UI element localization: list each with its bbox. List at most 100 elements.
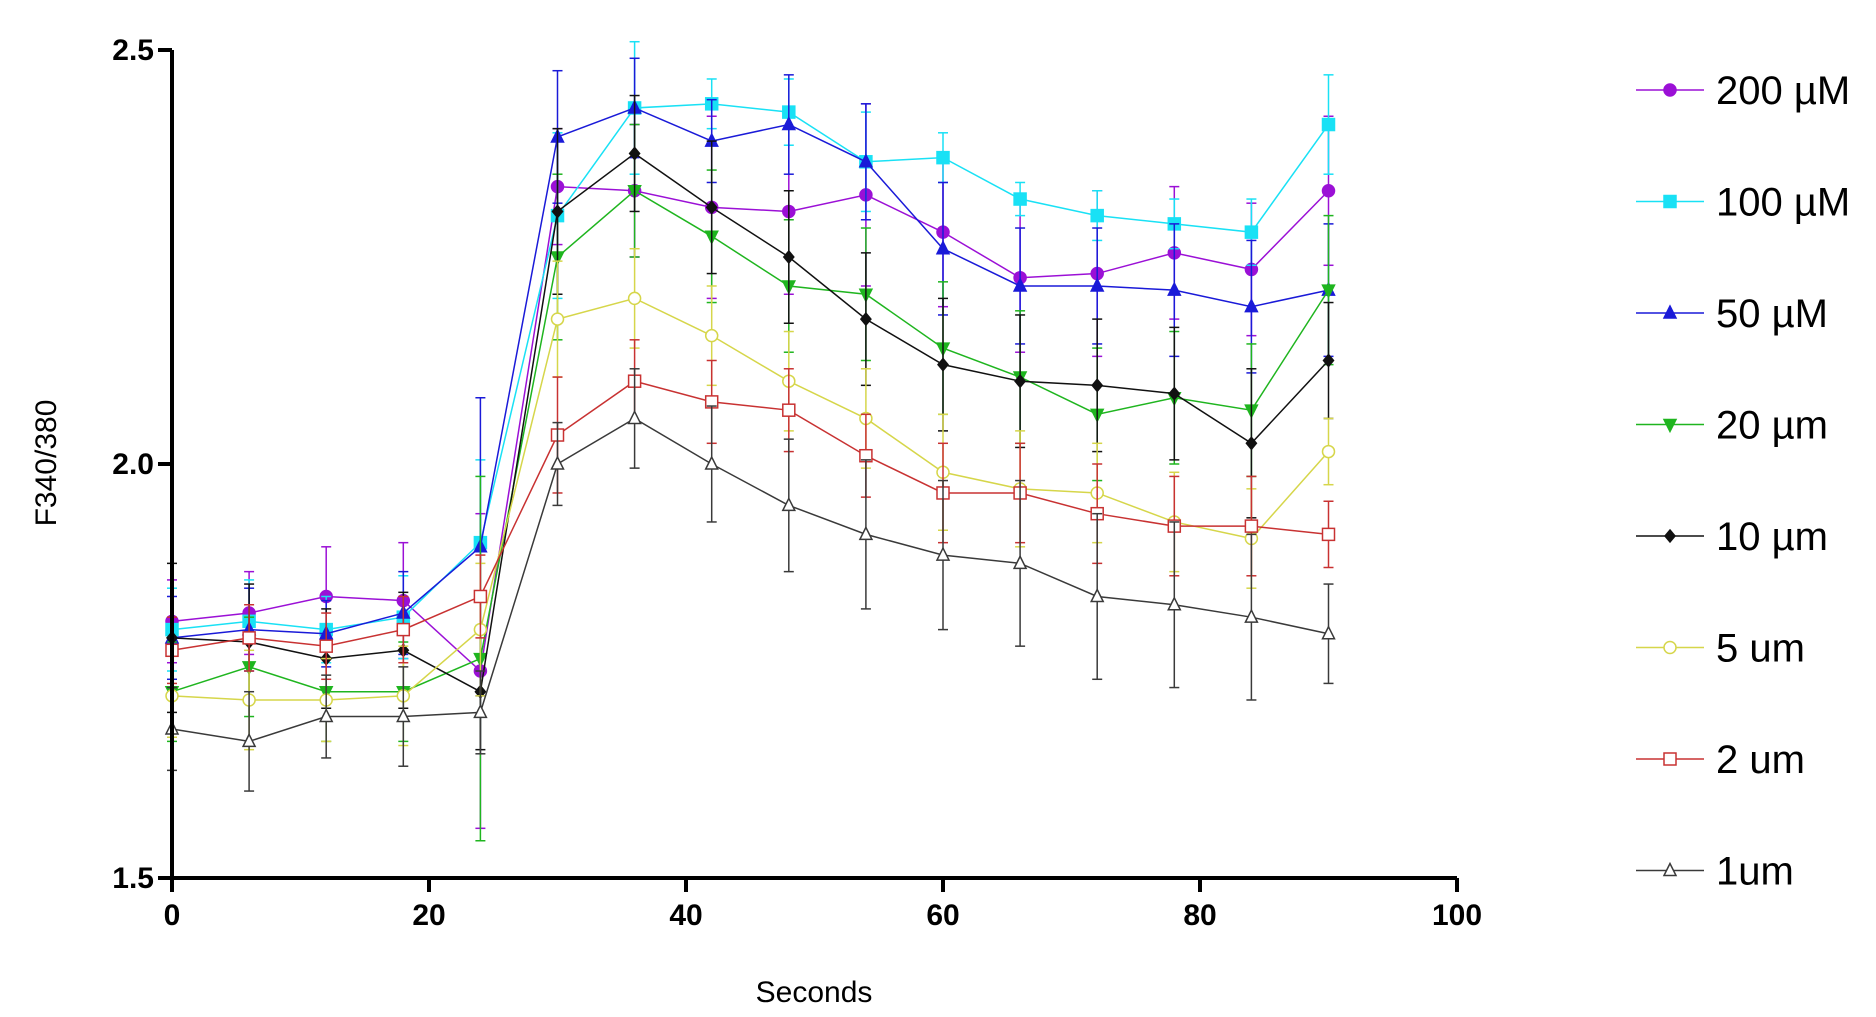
- series-10-um: [166, 94, 1335, 751]
- ticks: 0 20 40 60 80 100 1.5 2.0 2.5: [112, 34, 1482, 932]
- legend-label: 2 um: [1716, 738, 1805, 782]
- legend-label: 1um: [1716, 850, 1794, 894]
- data-point: [781, 115, 797, 131]
- series-5-um: [165, 247, 1336, 751]
- series-line-20-um: [171, 189, 1330, 693]
- legend-label: 200 µM: [1716, 69, 1850, 113]
- series-line-10-um: [171, 152, 1330, 693]
- x-tick-label: 0: [164, 899, 181, 932]
- data-point: [241, 732, 257, 748]
- y-axis-title: F340/380: [30, 400, 63, 527]
- data-point: [1014, 374, 1027, 389]
- data-point: [1244, 298, 1259, 313]
- series-50-um: [164, 57, 1336, 697]
- data-point: [704, 455, 719, 470]
- data-point: [782, 403, 796, 417]
- data-point: [1321, 527, 1336, 542]
- data-point: [396, 707, 411, 723]
- legend-label: 20 µm: [1716, 404, 1828, 448]
- legend-marker: [1663, 752, 1677, 766]
- data-point: [1090, 208, 1104, 223]
- data-point: [1244, 608, 1259, 623]
- data-point: [1322, 353, 1335, 368]
- data-point: [859, 311, 872, 327]
- data-point: [1089, 587, 1105, 603]
- series-line-200-um: [171, 185, 1330, 673]
- data-point: [937, 357, 949, 372]
- data-point: [1244, 225, 1259, 239]
- data-point: [550, 312, 565, 326]
- data-point: [396, 622, 411, 637]
- y-tick-label: 2.5: [112, 34, 154, 67]
- data-point: [781, 496, 797, 512]
- plot-area: [164, 40, 1336, 842]
- series-1um: [164, 368, 1336, 792]
- series-200-um: [165, 103, 1336, 830]
- data-point: [1321, 625, 1336, 640]
- x-tick-label: 80: [1183, 899, 1216, 932]
- data-point: [550, 455, 565, 470]
- series-line-50-um: [171, 107, 1329, 639]
- data-point: [1091, 378, 1104, 393]
- legend-label: 10 µm: [1716, 515, 1828, 559]
- data-point: [1167, 281, 1182, 296]
- legend-marker: [1662, 304, 1678, 319]
- data-point: [242, 631, 256, 645]
- data-point: [473, 589, 488, 604]
- data-point: [935, 240, 951, 255]
- data-point: [1321, 444, 1336, 459]
- legend-item-50-um: 50 µM: [1636, 292, 1828, 336]
- legend-item-100-um: 100 µM: [1636, 181, 1850, 225]
- data-point: [1321, 184, 1336, 198]
- data-point: [319, 639, 333, 653]
- legend-item-5-um: 5 um: [1636, 627, 1805, 671]
- data-point: [473, 703, 488, 719]
- x-axis-title: Seconds: [756, 976, 873, 1009]
- x-tick-label: 40: [669, 899, 702, 932]
- data-point: [1244, 519, 1259, 533]
- legend-marker: [1662, 861, 1678, 877]
- y-tick-label: 1.5: [112, 862, 154, 895]
- series-line-1um: [171, 417, 1329, 743]
- data-point: [1168, 386, 1181, 401]
- data-point: [936, 150, 950, 165]
- data-point: [1012, 277, 1028, 292]
- series-line-100-um: [171, 103, 1330, 631]
- data-point: [1321, 284, 1336, 299]
- legend-label: 50 µM: [1716, 292, 1828, 336]
- data-point: [551, 204, 564, 219]
- data-point: [627, 409, 642, 425]
- x-tick-label: 100: [1432, 899, 1482, 932]
- legend-item-10-um: 10 µm: [1636, 515, 1828, 559]
- data-point: [704, 328, 719, 343]
- x-tick-label: 60: [926, 899, 959, 932]
- data-point: [628, 146, 641, 161]
- data-point: [1167, 596, 1182, 611]
- legend-marker: [1663, 640, 1677, 655]
- legend-item-20-um: 20 µm: [1636, 404, 1828, 448]
- data-point: [1321, 117, 1336, 132]
- y-tick-label: 2.0: [112, 448, 154, 481]
- legend-item-1um: 1um: [1636, 850, 1794, 894]
- legend-label: 5 um: [1716, 627, 1805, 671]
- data-point: [318, 707, 334, 723]
- legend-marker: [1663, 83, 1677, 97]
- legend-item-2-um: 2 um: [1636, 738, 1805, 782]
- series-100-um: [165, 40, 1336, 672]
- data-point: [627, 291, 642, 306]
- data-point: [782, 249, 795, 265]
- series-line-5-um: [171, 297, 1330, 701]
- legend-marker: [1663, 194, 1677, 209]
- axes: [170, 50, 1457, 880]
- data-point: [1245, 436, 1258, 451]
- series-line-2-um: [171, 380, 1329, 652]
- data-point: [1089, 277, 1105, 292]
- data-point: [858, 525, 874, 541]
- data-point: [1012, 554, 1028, 570]
- data-point: [1013, 192, 1027, 206]
- legend-item-200-um: 200 µM: [1636, 69, 1850, 113]
- legend-marker: [1664, 528, 1676, 544]
- legend-marker: [1662, 418, 1678, 434]
- data-point: [935, 546, 951, 561]
